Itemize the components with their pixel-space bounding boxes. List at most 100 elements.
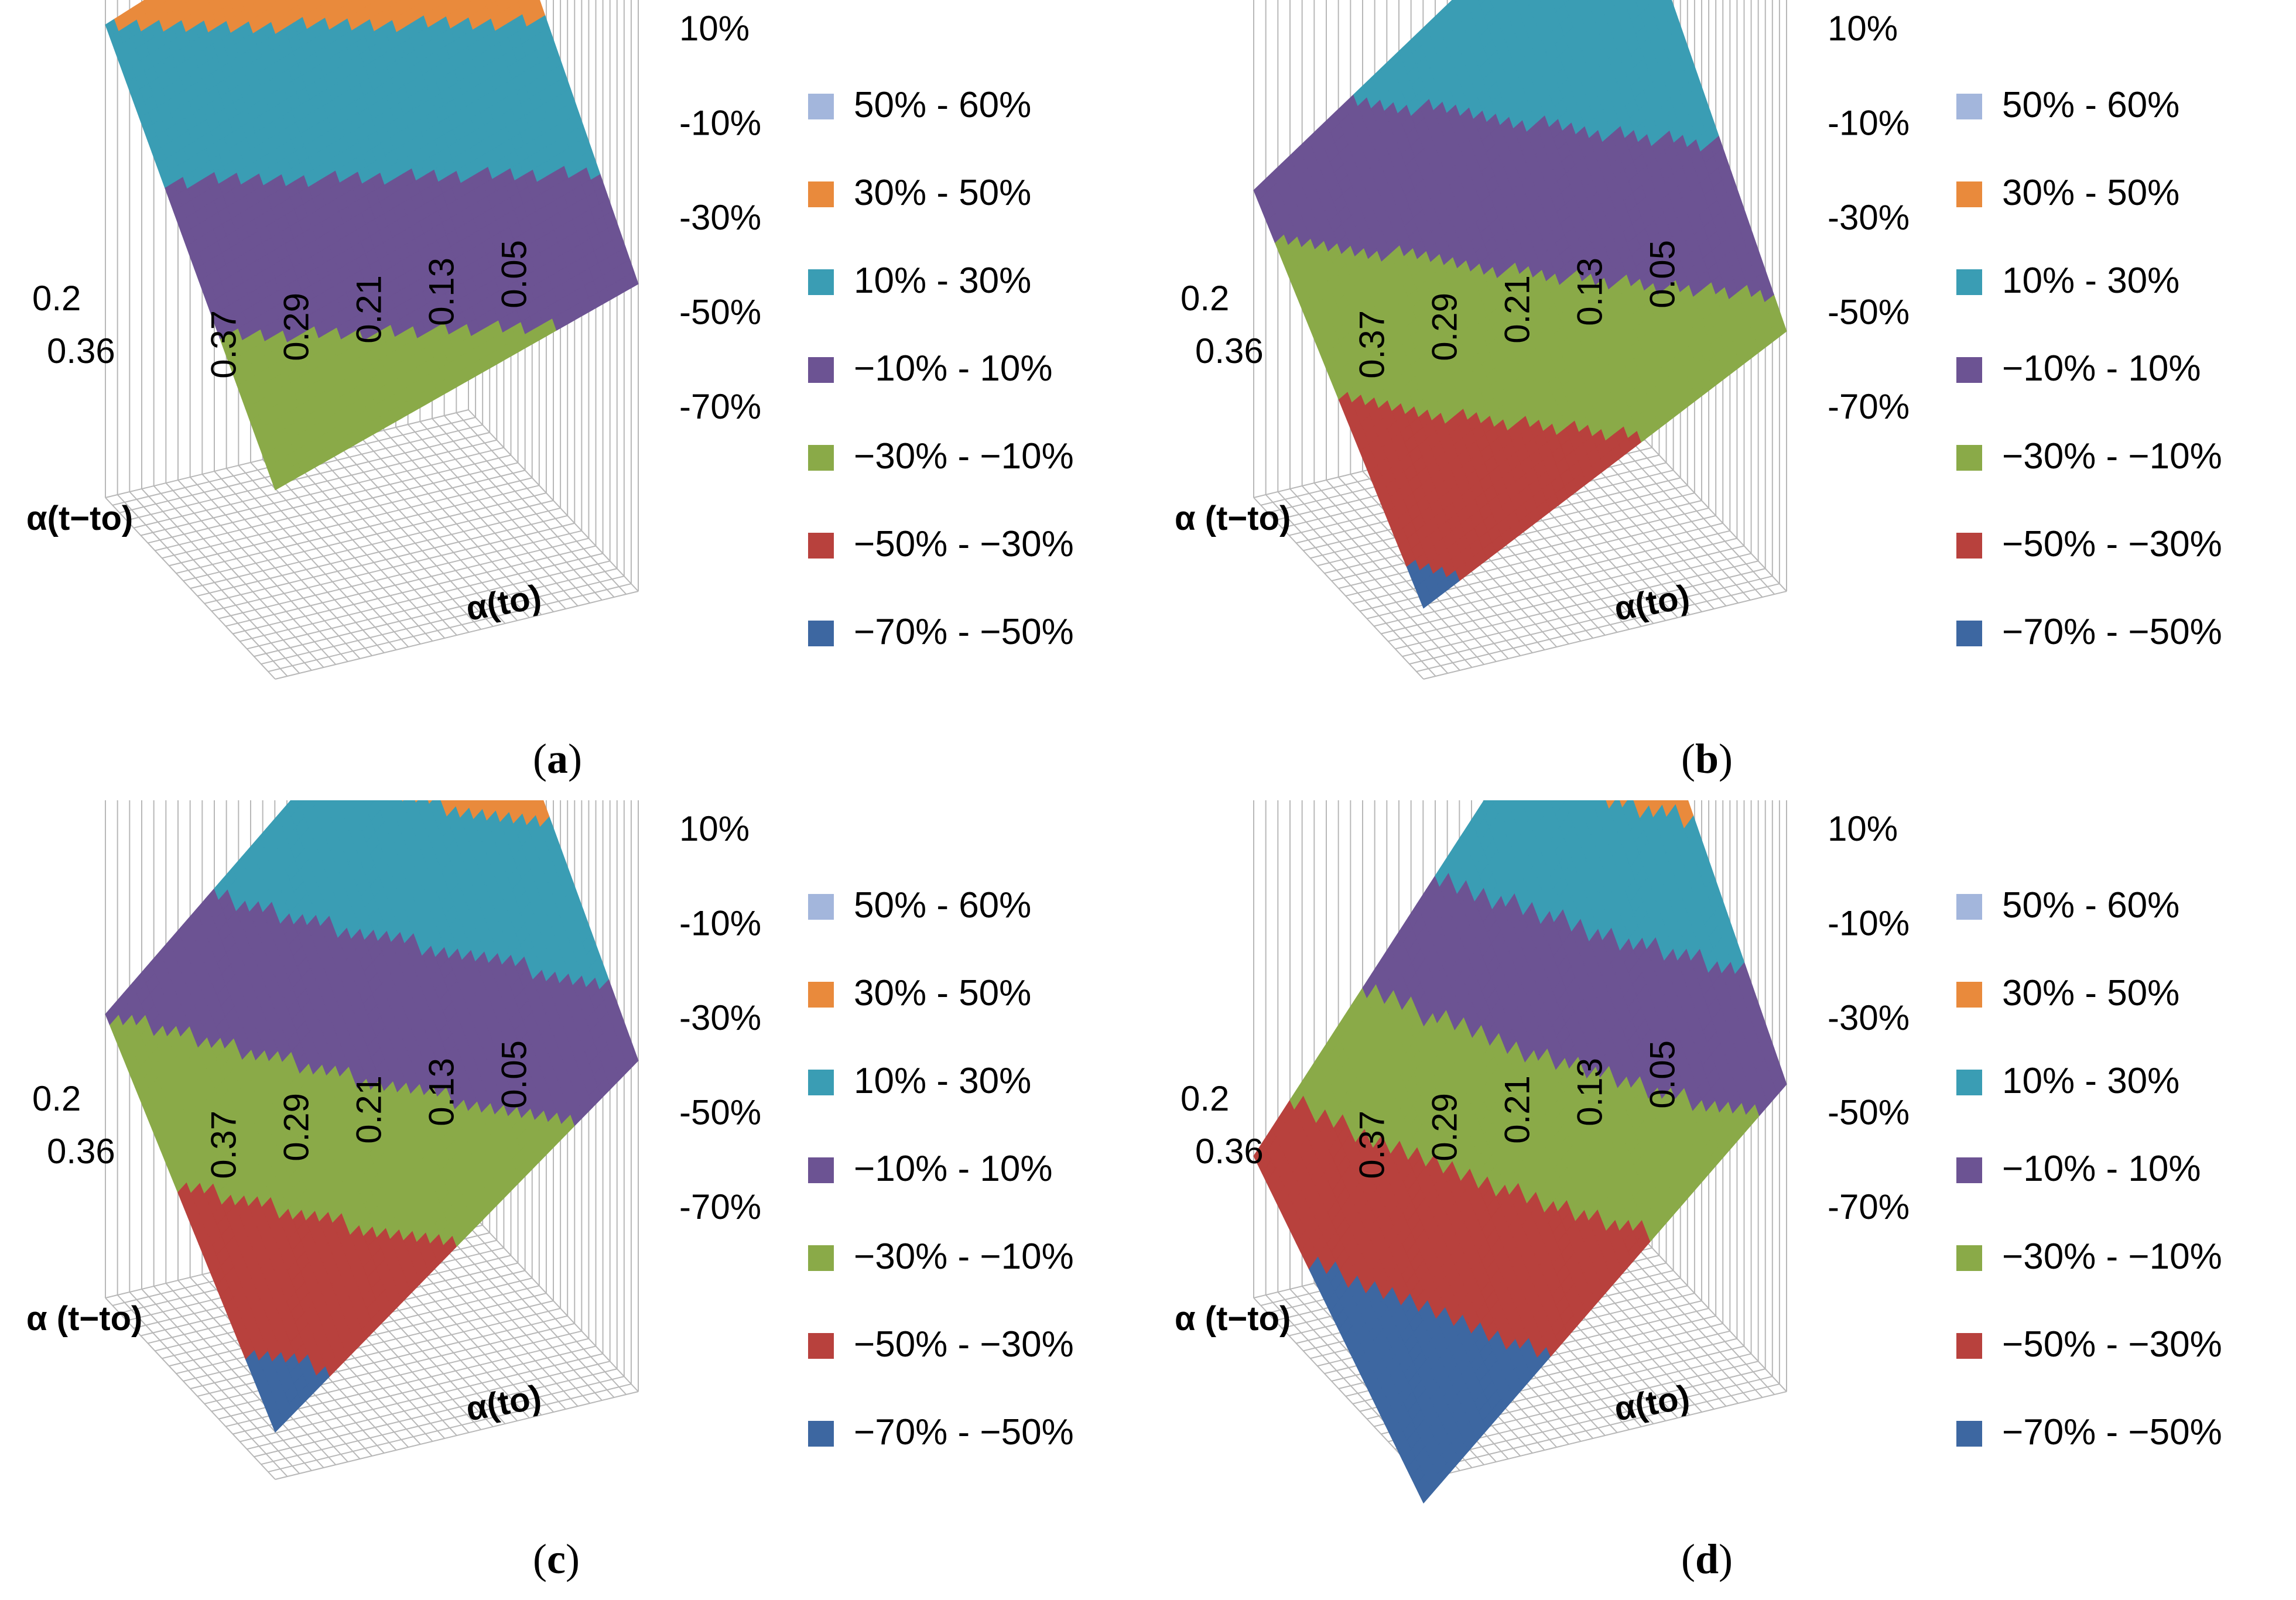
surface-cell — [429, 800, 443, 816]
surface-cell — [163, 0, 178, 15]
panel-caption: (c) — [533, 1536, 580, 1582]
surface-cell — [286, 800, 301, 817]
surface-cell — [1479, 0, 1494, 17]
surface-cell — [492, 800, 505, 811]
x-tick-label: 0.05 — [495, 1040, 534, 1109]
surface-cell — [495, 800, 510, 823]
z-tick-label: -30% — [1828, 198, 1910, 237]
legend-swatch — [1956, 94, 1982, 119]
x-tick-label: 0.29 — [1425, 293, 1464, 361]
legend-swatch — [808, 1070, 834, 1095]
x-tick-label: 0.13 — [1570, 258, 1610, 326]
z-tick-label: -10% — [679, 903, 761, 943]
legend-label: 50% - 60% — [2002, 85, 2179, 125]
z-tick-label: 10% — [679, 809, 750, 848]
z-tick-label: 10% — [679, 9, 750, 48]
surface — [105, 800, 639, 1433]
surface-cell — [330, 0, 344, 12]
surface-cell — [396, 0, 401, 3]
surface-chart-b: 50%30%10%-10%-30%-50%-70%0.370.290.210.1… — [1175, 0, 2222, 782]
surface-cell — [1443, 0, 1458, 20]
legend-label: −10% - 10% — [854, 1149, 1053, 1189]
surface-cell — [429, 0, 443, 10]
surface-cell — [1528, 0, 1543, 18]
surface-cell — [352, 0, 367, 13]
surface-cell — [1539, 0, 1552, 9]
x-tick-label: 0.21 — [350, 1075, 389, 1144]
z-tick-label: -50% — [679, 1092, 761, 1132]
legend-swatch — [1956, 533, 1982, 559]
surface-cell — [366, 800, 381, 821]
surface — [105, 0, 639, 491]
surface-cell — [518, 0, 532, 15]
surface-cell — [163, 0, 168, 3]
surface-cell — [419, 0, 433, 16]
surface-cell — [440, 0, 449, 5]
surface-cell — [1515, 0, 1529, 15]
surface-cell — [152, 0, 165, 9]
x-axis-title: α(to) — [463, 577, 544, 628]
y-axis-title: α (t−to) — [26, 1300, 142, 1338]
surface-cell — [473, 0, 487, 12]
surface-cell — [1466, 0, 1481, 14]
panel-caption: (a) — [533, 735, 582, 782]
surface-cell — [1599, 0, 1604, 3]
surface-cell — [464, 0, 478, 18]
surface-cell — [479, 800, 491, 809]
surface-cell — [495, 0, 510, 13]
surface-cell — [1453, 0, 1467, 11]
surface-cell — [1611, 0, 1621, 6]
legend-label: 10% - 30% — [2002, 261, 2179, 301]
surface-cell — [313, 800, 327, 818]
surface-chart-c: 50%30%10%-10%-30%-50%-70%0.370.290.210.1… — [26, 800, 1074, 1582]
z-tick-label: -50% — [679, 292, 761, 331]
surface-cell — [462, 0, 473, 6]
surface-cell — [530, 800, 535, 804]
legend-label: 30% - 50% — [854, 173, 1031, 213]
surface-cell — [297, 800, 305, 806]
y-tick-label: 0.2 — [32, 279, 81, 318]
z-tick-label: -70% — [679, 387, 761, 426]
surface-cell — [517, 0, 522, 2]
legend-label: −50% - −30% — [2002, 524, 2222, 564]
surface-cell — [528, 0, 541, 9]
surface-cell — [1578, 0, 1592, 19]
surface-cell — [379, 800, 394, 823]
legend-label: −50% - −30% — [854, 524, 1074, 564]
x-axis-title: α(to) — [463, 1378, 544, 1428]
surface-cell — [353, 800, 368, 820]
surface-cell — [484, 0, 497, 7]
surface-cell — [307, 0, 321, 12]
surface-cell — [374, 0, 389, 14]
surface-cell — [389, 800, 403, 812]
surface-cell — [1564, 0, 1579, 16]
surface-cell — [1478, 0, 1486, 5]
y-tick-label: 0.2 — [1180, 279, 1229, 318]
y-tick-label: 0.36 — [47, 1132, 115, 1171]
surface-cell — [455, 800, 470, 818]
legend-label: 50% - 60% — [854, 85, 1031, 125]
x-tick-label: 0.13 — [422, 1058, 461, 1126]
surface-cell — [320, 0, 335, 18]
surface-cell — [466, 800, 476, 808]
x-tick-label: 0.37 — [1353, 310, 1392, 379]
legend-label: −10% - 10% — [2002, 348, 2201, 389]
x-tick-label: 0.29 — [277, 1093, 316, 1162]
z-tick-label: -70% — [679, 1187, 761, 1226]
legend-label: −70% - −50% — [854, 1412, 1074, 1452]
legend-swatch — [1956, 621, 1982, 646]
surface-cell — [396, 0, 411, 15]
surface-cell — [415, 800, 430, 814]
x-tick-label: 0.05 — [1643, 240, 1682, 309]
surface-cell — [1563, 0, 1569, 4]
surface-cell — [174, 0, 187, 9]
legend-swatch — [808, 894, 834, 920]
surface-cell — [1514, 0, 1518, 3]
surface-cell — [207, 0, 214, 4]
x-tick-label: 0.37 — [204, 1111, 244, 1179]
panel-letter: c — [547, 1536, 566, 1582]
legend-swatch — [808, 357, 834, 383]
surface-cell — [504, 800, 519, 813]
surface-cell — [241, 0, 254, 10]
